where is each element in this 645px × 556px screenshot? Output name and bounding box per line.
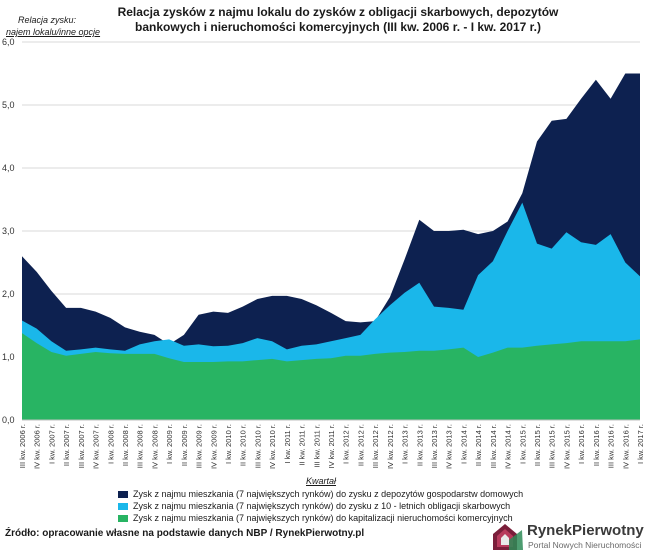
x-tick-label: III kw. 2013 r. (430, 424, 439, 468)
legend-label-commercial: Zysk z najmu mieszkania (7 największych … (133, 513, 513, 523)
legend-item-deposits: Zysk z najmu mieszkania (7 największych … (118, 488, 523, 500)
x-tick-label: I kw. 2014 r. (459, 424, 468, 464)
legend-item-commercial: Zysk z najmu mieszkania (7 największych … (118, 512, 523, 524)
x-tick-label: I kw. 2017 r. (636, 424, 645, 464)
y-axis-label-line2: najem lokalu/inne opcje (6, 27, 101, 37)
legend-item-bonds: Zysk z najmu mieszkania (7 największych … (118, 500, 523, 512)
x-tick-label: II kw. 2009 r. (180, 424, 189, 466)
x-tick-label: IV kw. 2006 r. (33, 424, 42, 469)
x-tick-label: I kw. 2013 r. (401, 424, 410, 464)
x-tick-label: I kw. 2009 r. (165, 424, 174, 464)
x-tick-label: III kw. 2010 r. (253, 424, 262, 468)
x-tick-label: III kw. 2006 r. (18, 424, 27, 468)
x-tick-label: III kw. 2007 r. (77, 424, 86, 468)
y-tick-label: 5,0 (2, 100, 15, 110)
y-tick-label: 3,0 (2, 226, 15, 236)
x-tick-label: II kw. 2012 r. (356, 424, 365, 466)
x-tick-label: I kw. 2015 r. (518, 424, 527, 464)
rynekpierwotny-logo: RynekPierwotny Portal Nowych Nieruchomoś… (487, 520, 644, 552)
y-tick-label: 1,0 (2, 352, 15, 362)
x-axis-label: Kwartał (306, 476, 337, 486)
chart-title: Relacja zysków z najmu lokalu do zysków … (117, 5, 559, 34)
x-tick-label: IV kw. 2015 r. (562, 424, 571, 469)
x-tick-label: I kw. 2011 r. (283, 424, 292, 463)
x-tick-label: IV kw. 2009 r. (209, 424, 218, 469)
x-tick-label: II kw. 2014 r. (474, 424, 483, 466)
x-tick-label: II kw. 2016 r. (592, 424, 601, 466)
x-tick-label: IV kw. 2011 r. (327, 424, 336, 468)
x-tick-label: III kw. 2012 r. (371, 424, 380, 468)
x-tick-label: I kw. 2008 r. (106, 424, 115, 464)
x-tick-label: III kw. 2008 r. (136, 424, 145, 468)
x-tick-label: I kw. 2010 r. (224, 424, 233, 464)
legend-label-bonds: Zysk z najmu mieszkania (7 największych … (133, 501, 511, 511)
x-tick-label: II kw. 2011 r. (298, 424, 307, 466)
x-tick-label: III kw. 2014 r. (489, 424, 498, 468)
x-tick-label: IV kw. 2007 r. (92, 424, 101, 469)
source-note: Źródło: opracowanie własne na podstawie … (5, 528, 365, 539)
x-tick-label: IV kw. 2014 r. (504, 424, 513, 469)
y-axis-label-line1: Relacja zysku: (18, 15, 77, 25)
x-tick-label: II kw. 2013 r. (415, 424, 424, 466)
x-tick-label: III kw. 2015 r. (548, 424, 557, 468)
x-tick-label: I kw. 2016 r. (577, 424, 586, 464)
x-tick-label: I kw. 2012 r. (342, 424, 351, 464)
y-tick-label: 2,0 (2, 289, 15, 299)
legend-swatch-deposits (118, 490, 128, 498)
series-area-2 (22, 333, 640, 420)
x-tick-label: II kw. 2008 r. (121, 424, 130, 466)
y-tick-label: 0,0 (2, 415, 15, 425)
house-logo-icon (493, 524, 523, 550)
y-tick-label: 6,0 (2, 37, 15, 47)
x-tick-label: III kw. 2016 r. (607, 424, 616, 468)
legend: Zysk z najmu mieszkania (7 największych … (118, 488, 523, 524)
x-tick-label: IV kw. 2010 r. (268, 424, 277, 469)
x-tick-label: III kw. 2011 r. (312, 424, 321, 468)
x-tick-label: IV kw. 2016 r. (621, 424, 630, 469)
area-chart: 0,0 1,0 2,0 3,0 4,0 5,0 6,0 III kw. 2006 r. IV k… (2, 37, 645, 469)
x-tick-label: IV kw. 2008 r. (150, 424, 159, 469)
legend-swatch-commercial (118, 514, 128, 522)
logo-subtitle: Portal Nowych Nieruchomości (528, 540, 642, 550)
legend-label-deposits: Zysk z najmu mieszkania (7 największych … (133, 489, 524, 499)
x-tick-label: III kw. 2009 r. (195, 424, 204, 468)
logo-name: RynekPierwotny (527, 522, 644, 539)
x-tick-label: II kw. 2015 r. (533, 424, 542, 466)
x-tick-label: II kw. 2007 r. (62, 424, 71, 466)
x-tick-label: II kw. 2010 r. (239, 424, 248, 466)
x-tick-label: I kw. 2007 r. (47, 424, 56, 464)
x-tick-label: IV kw. 2013 r. (445, 424, 454, 469)
x-tick-label: IV kw. 2012 r. (386, 424, 395, 469)
y-tick-label: 4,0 (2, 163, 15, 173)
legend-swatch-bonds (118, 502, 128, 510)
